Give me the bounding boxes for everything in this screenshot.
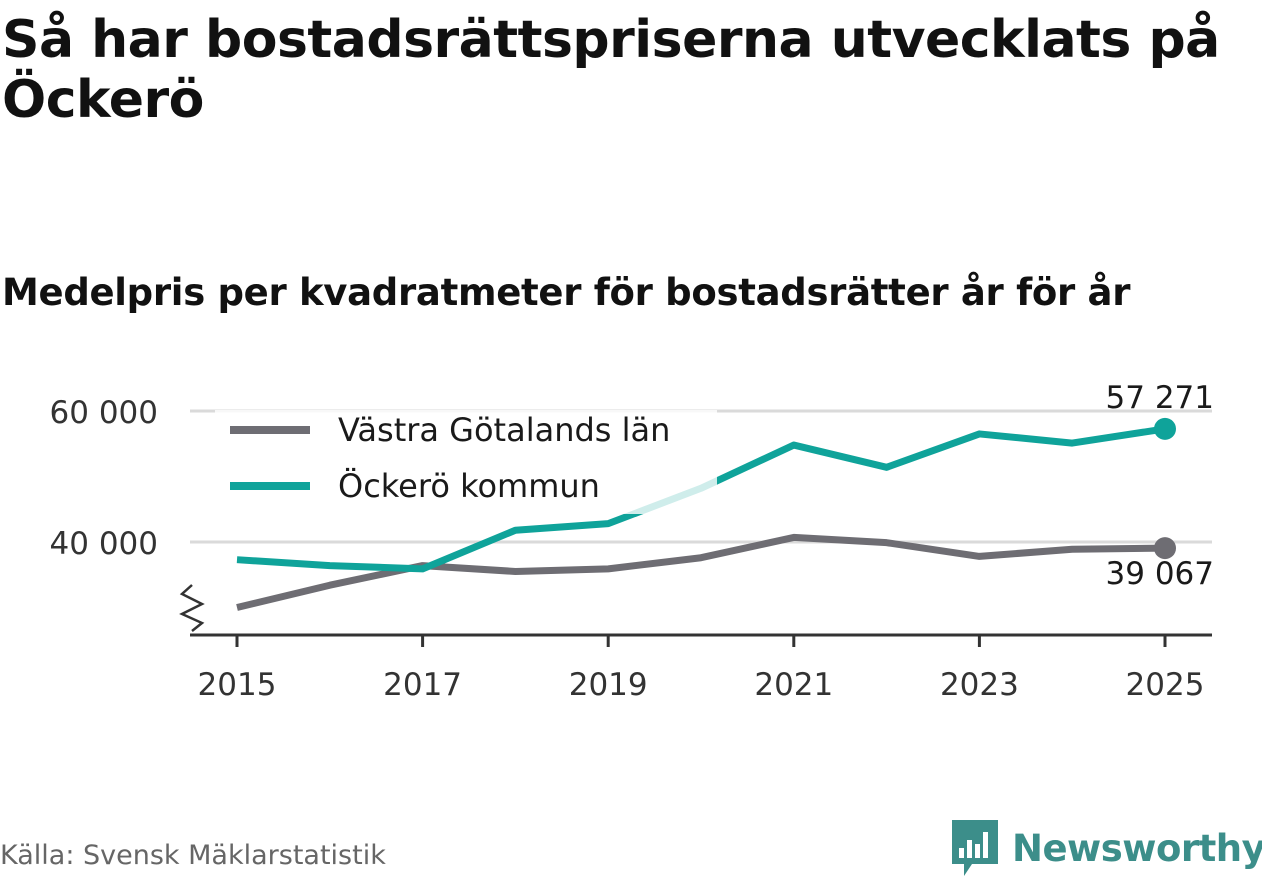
- x-tick-label: 2017: [383, 667, 462, 703]
- brand-name: Newsworthy: [1012, 826, 1262, 870]
- x-tick-label: 2015: [198, 667, 277, 703]
- end-point-1: [1154, 417, 1176, 440]
- end-label-oeckeroe: 57 271: [1106, 380, 1214, 416]
- end-labels: 57 271 39 067: [1106, 380, 1214, 592]
- legend-label-1: Öckerö kommun: [338, 467, 600, 505]
- newsworthy-logo[interactable]: Newsworthy: [950, 818, 1262, 878]
- newsworthy-logo-icon: [952, 820, 998, 876]
- series-line-0: [236, 533, 1166, 611]
- y-tick-label: 40 000: [50, 526, 158, 562]
- y-tick-label: 60 000: [50, 395, 158, 431]
- x-axis: 2015 2017 2019 2021 2023 2025: [190, 633, 1212, 703]
- end-label-vastra-gotaland: 39 067: [1106, 556, 1214, 592]
- y-axis: 40 000 60 000: [50, 395, 205, 632]
- chart-subtitle: Medelpris per kvadratmeter för bostadsrä…: [2, 271, 1131, 314]
- x-tick-label: 2019: [569, 667, 648, 703]
- chart-title: Så har bostadsrättspriserna utvecklats p…: [2, 10, 1220, 130]
- x-tick-label: 2021: [754, 667, 833, 703]
- legend-label-0: Västra Götalands län: [338, 411, 670, 449]
- x-tick-label: 2025: [1126, 667, 1205, 703]
- axis-break-icon: [179, 584, 205, 632]
- source-note: Källa: Svensk Mäklarstatistik: [0, 840, 386, 871]
- end-point-0: [1154, 537, 1176, 560]
- legend: Västra Götalands län Öckerö kommun: [215, 410, 717, 514]
- x-tick-label: 2023: [940, 667, 1019, 703]
